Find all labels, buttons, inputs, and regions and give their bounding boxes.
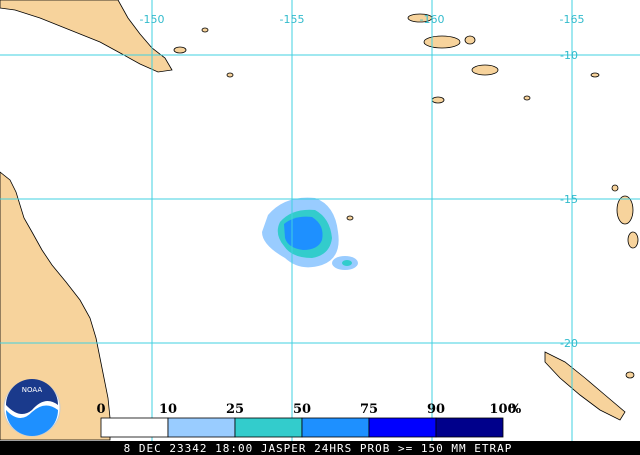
longitude-label: -155 bbox=[280, 13, 305, 26]
longitude-label: -150 bbox=[140, 13, 165, 26]
latitude-label: -10 bbox=[560, 49, 578, 62]
longitude-label: -165 bbox=[560, 13, 585, 26]
legend-tick-label: 25 bbox=[226, 402, 244, 417]
legend-tick-label: 50 bbox=[293, 402, 311, 417]
noaa-logo: NOAA bbox=[3, 379, 61, 437]
legend-swatch bbox=[435, 417, 504, 438]
islands bbox=[173, 13, 639, 421]
caption: 8 DEC 23342 18:00 JASPER 24HRS PROB >= 1… bbox=[124, 442, 513, 455]
legend-unit: % bbox=[509, 402, 522, 417]
probability-area bbox=[262, 197, 358, 270]
caption-bar bbox=[0, 441, 640, 455]
latitude-label: -20 bbox=[560, 337, 578, 350]
latitude-label: -15 bbox=[560, 193, 578, 206]
legend-tick-label: 75 bbox=[360, 402, 378, 417]
legend-swatch bbox=[301, 417, 370, 438]
legend-swatch bbox=[100, 417, 169, 438]
legend-swatch bbox=[234, 417, 303, 438]
legend-tick-label: 90 bbox=[427, 402, 445, 417]
logo-text: NOAA bbox=[22, 386, 43, 394]
legend-tick-label: 100 bbox=[489, 402, 516, 417]
legend-swatch bbox=[167, 417, 236, 438]
land-png bbox=[0, 0, 173, 73]
legend-swatch bbox=[368, 417, 437, 438]
longitude-label: -160 bbox=[420, 13, 445, 26]
legend-tick-label: 10 bbox=[159, 402, 177, 417]
legend-tick-label: 0 bbox=[96, 402, 105, 417]
